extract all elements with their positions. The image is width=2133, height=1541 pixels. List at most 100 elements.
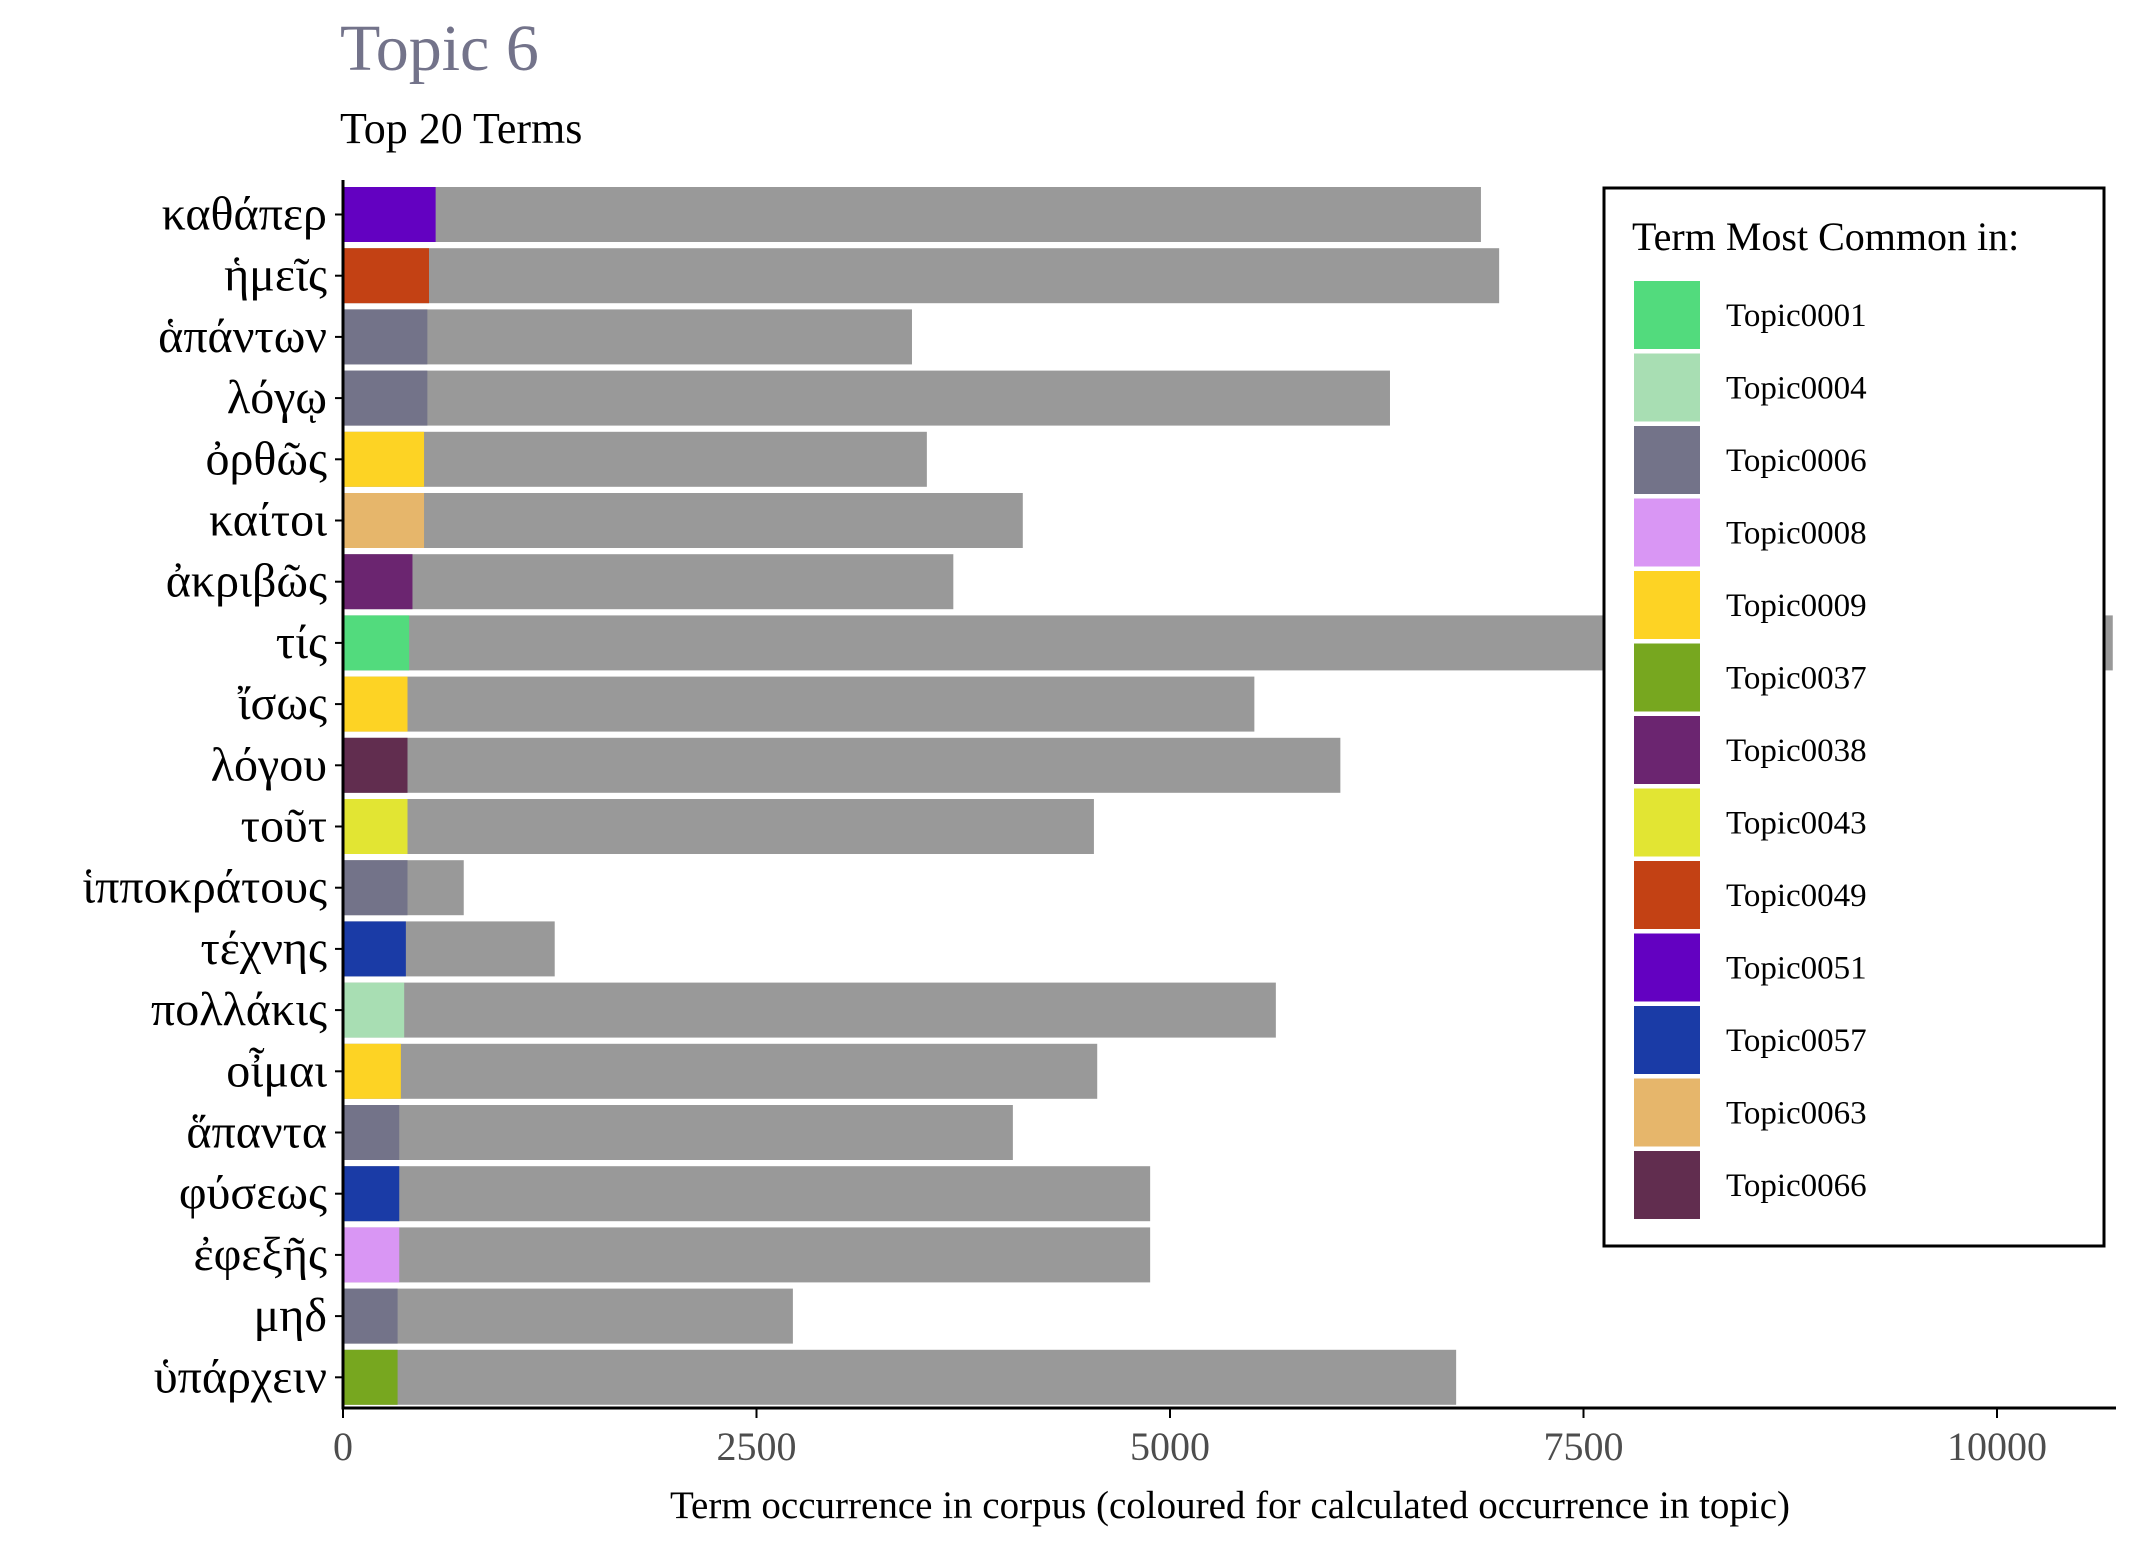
corpus-bar bbox=[343, 1288, 793, 1344]
x-tick-label: 2500 bbox=[717, 1424, 797, 1469]
legend-label: Topic0037 bbox=[1726, 661, 1867, 697]
bar-group bbox=[343, 431, 927, 487]
y-tick-label: τοῦτ bbox=[241, 800, 327, 853]
bar-group bbox=[343, 554, 954, 610]
bar-group bbox=[343, 187, 1481, 242]
bar-group bbox=[343, 676, 1255, 732]
topic-bar bbox=[343, 860, 408, 916]
x-tick-label: 10000 bbox=[1947, 1424, 2047, 1469]
bar-group bbox=[343, 1166, 1151, 1222]
corpus-bar bbox=[343, 1043, 1098, 1099]
y-tick-label: ἱπποκράτους bbox=[82, 861, 327, 914]
topic-bar bbox=[343, 982, 405, 1038]
chart-subtitle: Top 20 Terms bbox=[340, 104, 582, 153]
legend-swatch bbox=[1634, 353, 1700, 422]
legend-item: Topic0001 bbox=[1634, 281, 1867, 349]
legend-swatch bbox=[1634, 861, 1700, 929]
topic-bar bbox=[343, 799, 408, 854]
topic-bar bbox=[343, 187, 436, 242]
topic-bar bbox=[343, 737, 408, 793]
corpus-bar bbox=[343, 309, 912, 365]
legend-label: Topic0051 bbox=[1726, 951, 1867, 987]
y-tick-label: τίς bbox=[276, 616, 327, 669]
corpus-bar bbox=[343, 799, 1094, 854]
legend-item: Topic0008 bbox=[1634, 498, 1867, 567]
bar-group bbox=[343, 493, 1023, 548]
legend-label: Topic0057 bbox=[1726, 1023, 1867, 1059]
bar-group bbox=[343, 860, 464, 916]
legend-swatch bbox=[1634, 933, 1700, 1002]
legend-swatch bbox=[1634, 788, 1700, 857]
legend-swatch bbox=[1634, 571, 1700, 639]
y-tick-label: ἐφεξῆς bbox=[193, 1228, 327, 1281]
bar-group bbox=[343, 737, 1341, 793]
bar-group bbox=[343, 248, 1500, 304]
corpus-bar bbox=[343, 554, 954, 610]
y-tick-label: καθάπερ bbox=[162, 188, 327, 241]
legend-item: Topic0057 bbox=[1634, 1006, 1867, 1074]
topic-bar bbox=[343, 248, 430, 304]
y-tick-label: ὑπάρχειν bbox=[154, 1350, 327, 1403]
topic-bar bbox=[343, 309, 428, 365]
x-tick-label: 7500 bbox=[1544, 1424, 1624, 1469]
y-tick-label: λόγου bbox=[211, 738, 327, 791]
topic-bar bbox=[343, 554, 413, 610]
legend-label: Topic0006 bbox=[1726, 443, 1867, 479]
bar-group bbox=[343, 799, 1094, 854]
bar-group bbox=[343, 1105, 1013, 1160]
y-tick-label: ἡμεῖς bbox=[224, 249, 327, 302]
y-tick-label: ἅπαντα bbox=[186, 1106, 327, 1159]
bar-group bbox=[343, 982, 1276, 1038]
bar-group bbox=[343, 370, 1390, 426]
topic-bar bbox=[343, 921, 406, 977]
topic-bar bbox=[343, 1288, 398, 1344]
legend-swatch bbox=[1634, 1006, 1700, 1074]
y-tick-label: καίτοι bbox=[209, 494, 327, 547]
legend-swatch bbox=[1634, 498, 1700, 567]
y-tick-label: οἶμαι bbox=[226, 1044, 327, 1097]
corpus-bar bbox=[343, 248, 1500, 304]
legend-swatch bbox=[1634, 716, 1700, 784]
legend-item: Topic0043 bbox=[1634, 788, 1867, 857]
legend-swatch bbox=[1634, 1078, 1700, 1147]
y-axis: καθάπερ ἡμεῖς ἁπάντων λόγῳ ὀρθῶς καίτοι ἀκριβῶ… bbox=[82, 180, 345, 1408]
corpus-bar bbox=[343, 370, 1390, 426]
legend-swatch bbox=[1634, 643, 1700, 712]
bar-group bbox=[343, 1043, 1098, 1099]
x-tick-label: 0 bbox=[333, 1424, 353, 1469]
bar-group bbox=[343, 1349, 1457, 1405]
legend-title: Term Most Common in: bbox=[1632, 214, 2019, 259]
legend-item: Topic0051 bbox=[1634, 933, 1867, 1002]
y-tick-label: τέχνης bbox=[200, 922, 327, 975]
corpus-bar bbox=[343, 1166, 1151, 1222]
legend-label: Topic0066 bbox=[1726, 1168, 1867, 1204]
y-tick-label: ἴσως bbox=[238, 677, 327, 730]
legend-swatch bbox=[1634, 281, 1700, 349]
y-tick-label: ἀκριβῶς bbox=[166, 555, 327, 608]
y-tick-label: μηδ bbox=[254, 1289, 327, 1342]
topic-bar bbox=[343, 1166, 400, 1222]
legend-item: Topic0038 bbox=[1634, 716, 1867, 784]
bar-group bbox=[343, 1227, 1151, 1283]
legend-label: Topic0009 bbox=[1726, 588, 1867, 624]
topic-bar bbox=[343, 431, 425, 487]
legend-label: Topic0001 bbox=[1726, 298, 1867, 334]
legend-item: Topic0006 bbox=[1634, 426, 1867, 494]
bar-group bbox=[343, 1288, 793, 1344]
topic-bar bbox=[343, 1349, 398, 1405]
corpus-bar bbox=[343, 1349, 1457, 1405]
legend-label: Topic0038 bbox=[1726, 733, 1867, 769]
chart-title: Topic 6 bbox=[340, 12, 539, 85]
corpus-bar bbox=[343, 431, 927, 487]
x-axis-label: Term occurrence in corpus (coloured for … bbox=[670, 1484, 1790, 1527]
topic-bar bbox=[343, 676, 408, 732]
legend-item: Topic0066 bbox=[1634, 1151, 1867, 1219]
topic-bar bbox=[343, 1105, 400, 1160]
y-tick-label: πολλάκις bbox=[151, 983, 327, 1036]
corpus-bar bbox=[343, 493, 1023, 548]
legend-item: Topic0037 bbox=[1634, 643, 1867, 712]
corpus-bar bbox=[343, 1105, 1013, 1160]
bar-group bbox=[343, 921, 555, 977]
topic-bar bbox=[343, 370, 428, 426]
